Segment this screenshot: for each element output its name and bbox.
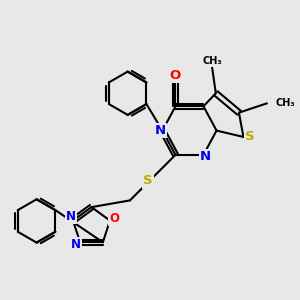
- Text: N: N: [66, 210, 76, 223]
- Text: S: S: [245, 130, 255, 143]
- Text: CH₃: CH₃: [202, 56, 222, 66]
- Text: N: N: [155, 124, 166, 137]
- Text: O: O: [110, 212, 119, 225]
- Text: O: O: [170, 69, 181, 82]
- Text: N: N: [70, 238, 81, 250]
- Text: N: N: [200, 150, 211, 163]
- Text: S: S: [143, 175, 153, 188]
- Text: CH₃: CH₃: [275, 98, 295, 108]
